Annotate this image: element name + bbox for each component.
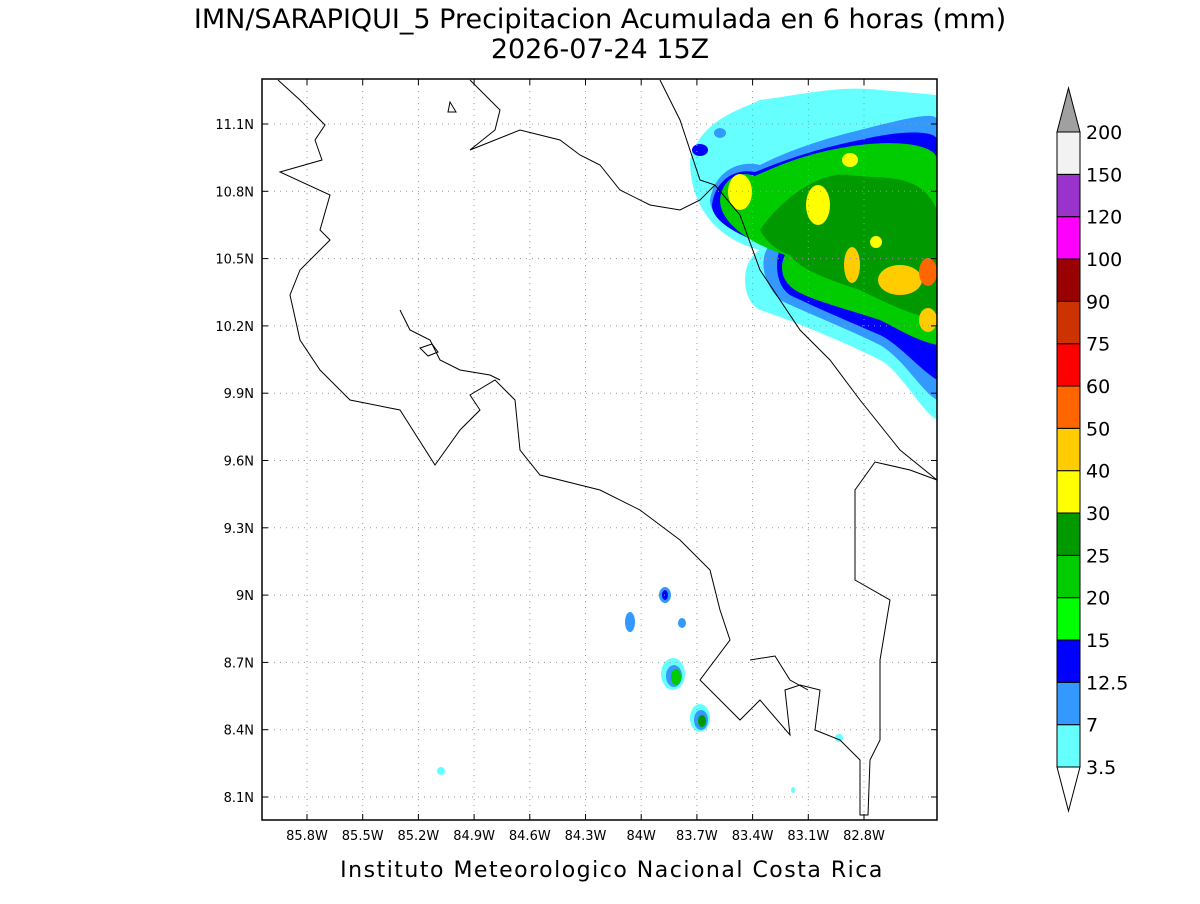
colorbar-label: 25: [1086, 545, 1110, 567]
lat-tick-label: 10.8N: [215, 185, 254, 200]
colorbar-box: [1056, 300, 1081, 345]
colorbar-box: [1056, 639, 1081, 683]
colorbar-box: [1056, 554, 1081, 599]
colorbar-under: [1056, 766, 1081, 813]
lat-tick-label: 8.7N: [224, 656, 254, 671]
colorbar-over: [1056, 86, 1081, 133]
lat-tick-label: 11.1N: [215, 118, 254, 133]
colorbar-label: 75: [1086, 334, 1110, 356]
lat-tick-label: 9.6N: [224, 455, 254, 470]
colorbar-box: [1056, 681, 1081, 726]
colorbar-label: 15: [1086, 630, 1110, 652]
graticule: [262, 79, 937, 820]
colorbar-label: 30: [1086, 503, 1110, 525]
colorbar-box: [1056, 216, 1081, 260]
colorbar-label: 90: [1086, 291, 1110, 313]
colorbar-box: [1056, 385, 1081, 429]
lat-tick-label: 9N: [236, 589, 254, 604]
colorbar-label: 40: [1086, 461, 1110, 483]
lat-tick-label: 10.5N: [215, 253, 254, 268]
colorbar-label: 60: [1086, 376, 1110, 398]
colorbar-label: 50: [1086, 418, 1110, 440]
lat-tick-label: 8.1N: [224, 791, 254, 806]
colorbar-label: 3.5: [1086, 757, 1116, 779]
colorbar-box: [1056, 724, 1081, 768]
colorbar-box: [1056, 470, 1081, 514]
map-frame: [261, 78, 938, 821]
lon-tick-label: 84.6W: [509, 829, 551, 844]
lon-tick-label: 83.7W: [676, 829, 718, 844]
colorbar-box: [1056, 512, 1081, 556]
lat-tick-label: 8.4N: [224, 724, 254, 739]
colorbar-label: 100: [1086, 249, 1122, 271]
lat-tick-label: 9.9N: [224, 387, 254, 402]
colorbar-label: 200: [1086, 122, 1122, 144]
lon-tick-label: 84.3W: [565, 829, 607, 844]
lat-tick-label: 9.3N: [224, 522, 254, 537]
lon-tick-label: 85.8W: [286, 829, 328, 844]
colorbar-box: [1056, 173, 1081, 218]
colorbar-box: [1056, 258, 1081, 302]
colorbar: 3.5 7 12.5 15 20 25 30 40 50 60 75 90 100 120 150 200: [1056, 86, 1128, 813]
title: IMN/SARAPIQUI_5 Precipitacion Acumulada …: [194, 4, 1006, 35]
lon-tick-label: 84.9W: [453, 829, 495, 844]
lon-tick-label: 82.8W: [843, 829, 885, 844]
lon-tick-label: 83.4W: [732, 829, 774, 844]
colorbar-box: [1056, 597, 1081, 641]
lon-tick-label: 85.5W: [342, 829, 384, 844]
lat-tick-label: 10.2N: [215, 320, 254, 335]
lon-tick-label: 84W: [626, 829, 656, 844]
colorbar-label: 7: [1086, 715, 1098, 737]
precipitation-field: [437, 88, 937, 793]
coastlines: [277, 79, 938, 816]
subtitle: 2026-07-24 15Z: [491, 34, 709, 65]
colorbar-box: [1056, 343, 1081, 387]
colorbar-label: 150: [1086, 164, 1122, 186]
colorbar-label: 120: [1086, 207, 1122, 229]
colorbar-box: [1056, 131, 1081, 175]
footer: Instituto Meteorologico Nacional Costa R…: [340, 858, 884, 883]
colorbar-label: 20: [1086, 588, 1110, 610]
colorbar-box: [1056, 427, 1081, 472]
colorbar-label: 12.5: [1086, 672, 1128, 694]
lon-tick-label: 83.1W: [787, 829, 829, 844]
lon-tick-label: 85.2W: [397, 829, 439, 844]
